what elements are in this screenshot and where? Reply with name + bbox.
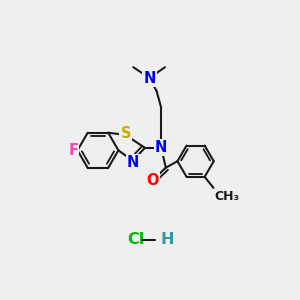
Text: H: H (161, 232, 174, 247)
Text: CH₃: CH₃ (214, 190, 239, 203)
Text: N: N (155, 140, 167, 155)
Text: N: N (127, 155, 140, 170)
Text: F: F (68, 143, 78, 158)
Text: S: S (121, 125, 131, 140)
Text: O: O (146, 173, 159, 188)
Text: —: — (135, 232, 162, 247)
Text: N: N (143, 70, 156, 86)
Text: Cl: Cl (127, 232, 145, 247)
